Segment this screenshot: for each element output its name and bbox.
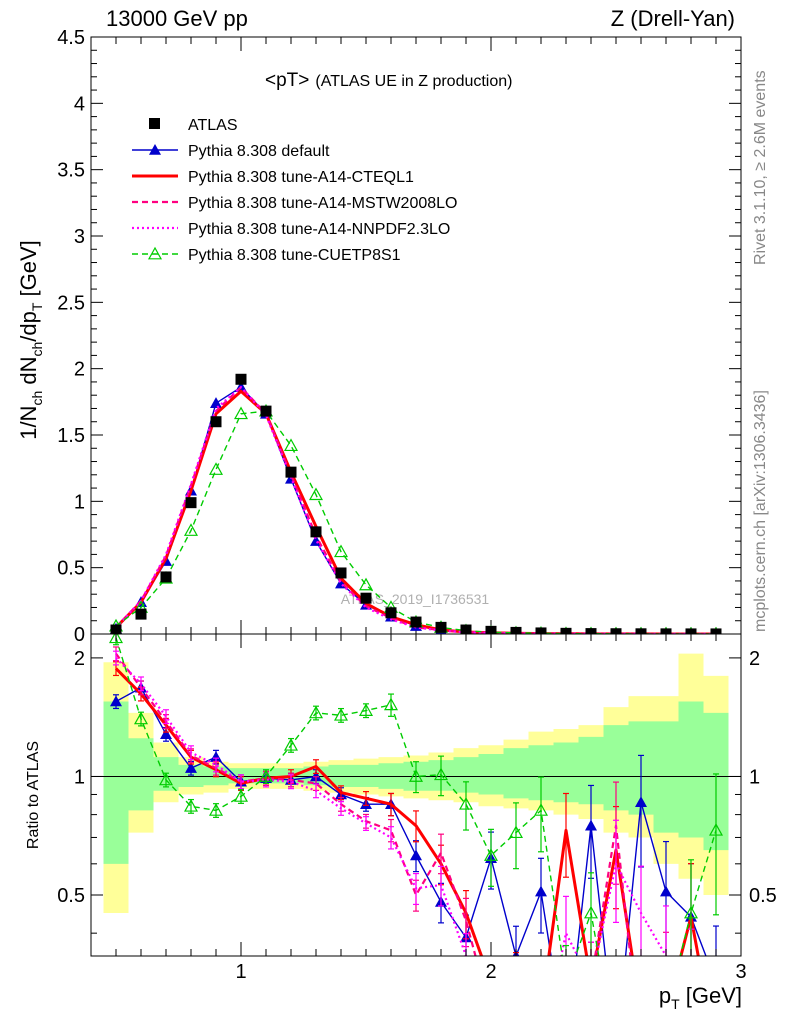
ratio-axis-ticks xyxy=(90,634,742,956)
data-point-atlas xyxy=(485,625,497,634)
y-tick-label: 4 xyxy=(74,93,85,115)
data-point-atlas xyxy=(285,466,297,478)
x-tick-label: 3 xyxy=(735,961,746,983)
xlabel-part-end: [GeV] xyxy=(680,983,742,1008)
ratio-y-tick-label: 2 xyxy=(74,648,85,670)
data-point-atlas xyxy=(310,526,322,538)
header-right-label: Z (Drell-Yan) xyxy=(611,6,735,31)
ratio-series-group xyxy=(108,634,724,987)
ratio-y-tick-labels-right: 0.5 1 2 xyxy=(749,648,777,907)
x-axis-label: pT [GeV] xyxy=(659,983,742,1012)
legend-entry-default-marker xyxy=(149,144,161,155)
data-point-atlas xyxy=(135,608,147,620)
y-tick-label: 0.5 xyxy=(57,558,85,580)
data-point-atlas xyxy=(360,592,372,604)
ratio-y-tick-label-right: 2 xyxy=(749,648,760,670)
data-point-atlas xyxy=(710,628,722,634)
mcplots-label: mcplots.cern.ch [arXiv:1306.3436] xyxy=(752,390,769,632)
data-point-atlas xyxy=(410,616,422,628)
xlabel-part-sub: T xyxy=(671,996,680,1012)
main-series-cuetp8s1-point xyxy=(308,487,324,501)
main-plot-panel: 00.511.522.533.544.5 ATLAS_2019_I1736531… xyxy=(16,27,742,646)
data-point-atlas xyxy=(185,497,197,509)
main-y-tick-labels: 0 0.5 1 1.5 2 2.5 3 3.5 4 4.5 xyxy=(57,27,85,646)
ylabel-part-main: 1/N xyxy=(16,406,41,440)
x-tick-label: 2 xyxy=(485,961,496,983)
legend-entry-a14_mstw-label: Pythia 8.308 tune-A14-MSTW2008LO xyxy=(188,195,457,212)
data-point-atlas xyxy=(335,567,347,579)
ratio-plot-panel: 0.5 1 2 0.5 1 2 1 2 3 Ratio to ATLAS pT [GeV] xyxy=(25,633,777,1012)
y-tick-label: 1.5 xyxy=(57,425,85,447)
main-y-axis-label: 1/Nch dNch/dpT [GeV] xyxy=(16,240,45,440)
y-tick-label: 0 xyxy=(74,624,85,646)
ratio-y-tick-label-right: 1 xyxy=(749,766,760,788)
y-tick-label: 3 xyxy=(74,226,85,248)
data-point-atlas xyxy=(685,628,697,634)
main-series-cuetp8s1-point xyxy=(183,523,199,536)
xlabel-part-main: p xyxy=(659,983,671,1008)
x-tick-labels: 1 2 3 xyxy=(235,961,746,983)
main-series-cuetp8s1-point xyxy=(358,577,374,591)
data-point-atlas xyxy=(660,628,672,634)
ylabel-part-mid2: /dp xyxy=(16,311,41,342)
data-point-atlas xyxy=(385,607,397,619)
legend-entry-data-marker xyxy=(149,118,160,129)
main-series-cuetp8s1-point xyxy=(233,406,249,420)
y-tick-label: 2 xyxy=(74,359,85,381)
ratio-y-tick-label: 0.5 xyxy=(57,885,85,907)
main-series-group xyxy=(108,373,722,634)
legend-entry-cuetp8s1-label: Pythia 8.308 tune-CUETP8S1 xyxy=(188,247,401,264)
ylabel-part-sub2: ch xyxy=(29,342,45,357)
header-left-label: 13000 GeV pp xyxy=(106,6,248,31)
data-point-atlas xyxy=(585,628,597,634)
ratio-y-tick-labels: 0.5 1 2 xyxy=(57,648,85,907)
data-point-atlas xyxy=(110,624,122,634)
legend: ATLAS Pythia 8.308 default Pythia 8.308 tu… xyxy=(132,117,457,264)
rivet-version-label: Rivet 3.1.10, ≥ 2.6M events xyxy=(752,70,769,265)
data-point-atlas xyxy=(635,628,647,634)
plot-title: <pT> (ATLAS UE in Z production) xyxy=(265,70,512,91)
data-point-atlas xyxy=(610,628,622,634)
data-point-atlas xyxy=(235,373,247,385)
ylabel-part-sub3: T xyxy=(29,302,45,311)
y-tick-label: 3.5 xyxy=(57,160,85,182)
y-tick-label: 2.5 xyxy=(57,292,85,314)
plot-subtitle: (ATLAS UE in Z production) xyxy=(315,73,512,90)
main-series-cuetp8s1-point xyxy=(333,544,349,558)
main-series-cuetp8s1-point xyxy=(283,438,299,452)
ylabel-part-sub1: ch xyxy=(29,391,45,406)
y-tick-label: 4.5 xyxy=(57,27,85,49)
ylabel-part-mid: dN xyxy=(16,357,41,391)
ratio-series-cuetp8s1-point xyxy=(560,976,572,987)
main-series-cuetp8s1-point xyxy=(208,462,224,475)
plot-title-main: <pT> xyxy=(265,70,309,91)
data-point-atlas xyxy=(460,624,472,634)
ratio-y-tick-label: 1 xyxy=(74,766,85,788)
data-point-atlas xyxy=(210,416,222,428)
legend-entry-a14_nnpdf-label: Pythia 8.308 tune-A14-NNPDF2.3LO xyxy=(188,221,450,238)
legend-entry-a14_cteql1-label: Pythia 8.308 tune-A14-CTEQL1 xyxy=(188,169,414,186)
ratio-y-tick-label-right: 0.5 xyxy=(749,885,777,907)
data-point-atlas xyxy=(560,627,572,634)
data-point-atlas xyxy=(510,626,522,634)
legend-entry-cuetp8s1-marker xyxy=(147,246,163,260)
legend-entry-default-label: Pythia 8.308 default xyxy=(188,143,330,160)
data-point-atlas xyxy=(535,627,547,634)
data-point-atlas xyxy=(160,571,172,583)
y-tick-label: 1 xyxy=(74,491,85,513)
data-point-atlas xyxy=(435,621,447,633)
data-point-atlas xyxy=(260,405,272,417)
ylabel-part-end: [GeV] xyxy=(16,240,41,302)
ratio-y-axis-label: Ratio to ATLAS xyxy=(25,741,42,849)
main-series-default-point xyxy=(210,397,222,408)
x-tick-label: 1 xyxy=(235,961,246,983)
legend-entry-data-label: ATLAS xyxy=(188,117,238,134)
